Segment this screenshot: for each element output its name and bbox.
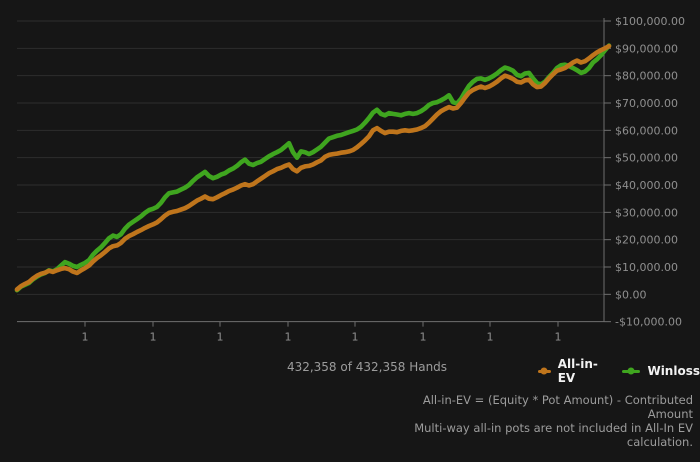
all-in-ev-line-marker — [538, 367, 551, 375]
svg-text:-$10,000.00: -$10,000.00 — [615, 316, 682, 329]
svg-text:$50,000.00: $50,000.00 — [615, 152, 678, 165]
svg-text:1: 1 — [150, 331, 157, 344]
legend-item-all-in-ev[interactable]: All-in-EV — [538, 357, 598, 385]
svg-text:1: 1 — [352, 331, 359, 344]
ev-multiway-line-2: calculation. — [626, 435, 693, 449]
svg-text:$80,000.00: $80,000.00 — [615, 70, 678, 83]
ev-explanation-text: All-in-EV = (Equity * Pot Amount) - Cont… — [414, 393, 693, 449]
svg-text:1: 1 — [555, 331, 562, 344]
svg-text:$40,000.00: $40,000.00 — [615, 179, 678, 192]
winloss-line-marker — [622, 367, 641, 375]
svg-text:1: 1 — [420, 331, 427, 344]
ev-multiway-line-1: Multi-way all-in pots are not included i… — [414, 421, 693, 435]
svg-text:1: 1 — [217, 331, 224, 344]
svg-text:$30,000.00: $30,000.00 — [615, 206, 678, 219]
svg-text:$0.00: $0.00 — [615, 288, 647, 301]
svg-text:1: 1 — [487, 331, 494, 344]
svg-text:$10,000.00: $10,000.00 — [615, 261, 678, 274]
svg-text:$70,000.00: $70,000.00 — [615, 97, 678, 110]
hands-progress-text: 432,358 of 432,358 Hands — [286, 360, 448, 374]
legend-label-winloss: Winloss — [647, 364, 700, 378]
svg-text:$20,000.00: $20,000.00 — [615, 234, 678, 247]
svg-text:$90,000.00: $90,000.00 — [615, 42, 678, 55]
ev-formula-line-1: All-in-EV = (Equity * Pot Amount) - Cont… — [422, 393, 693, 407]
ev-formula-line-2: Amount — [647, 407, 693, 421]
legend-label-all-in-ev: All-in-EV — [557, 357, 598, 385]
svg-text:$100,000.00: $100,000.00 — [615, 15, 685, 28]
svg-text:1: 1 — [82, 331, 89, 344]
svg-text:$60,000.00: $60,000.00 — [615, 124, 678, 137]
svg-text:1: 1 — [285, 331, 292, 344]
legend-item-winloss[interactable]: Winloss — [622, 364, 700, 378]
chart-legend: All-in-EV Winloss — [538, 357, 700, 385]
